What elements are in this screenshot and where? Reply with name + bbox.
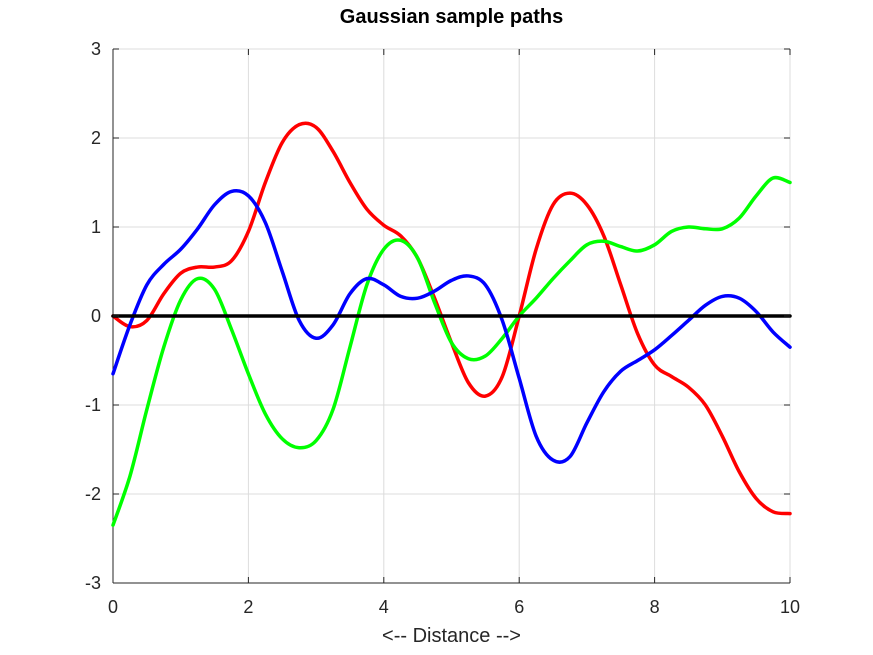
series-line-blue bbox=[111, 188, 792, 464]
y-tick-label: 3 bbox=[91, 39, 101, 59]
y-tick-label: -2 bbox=[85, 484, 101, 504]
x-tick-label: 2 bbox=[243, 597, 253, 617]
y-tick-label: 0 bbox=[91, 306, 101, 326]
y-tick-label: 2 bbox=[91, 128, 101, 148]
x-tick-label: 6 bbox=[514, 597, 524, 617]
x-tick-label: 8 bbox=[650, 597, 660, 617]
series-line-green bbox=[111, 175, 792, 527]
x-tick-label: 10 bbox=[780, 597, 800, 617]
y-tick-label: -3 bbox=[85, 573, 101, 593]
y-tick-label: -1 bbox=[85, 395, 101, 415]
tick-marks bbox=[112, 48, 791, 584]
tick-labels: 0 2 4 6 8 10 -3 -2 -1 0 1 2 3 bbox=[85, 39, 800, 617]
x-axis-label: <-- Distance --> bbox=[382, 625, 521, 647]
series-layer bbox=[111, 121, 792, 527]
x-tick-label: 4 bbox=[379, 597, 389, 617]
plot-area: 0 2 4 6 8 10 -3 -2 -1 0 1 2 3 bbox=[85, 39, 800, 617]
y-tick-label: 1 bbox=[91, 217, 101, 237]
x-tick-label: 0 bbox=[108, 597, 118, 617]
chart-title: Gaussian sample paths bbox=[340, 6, 563, 28]
